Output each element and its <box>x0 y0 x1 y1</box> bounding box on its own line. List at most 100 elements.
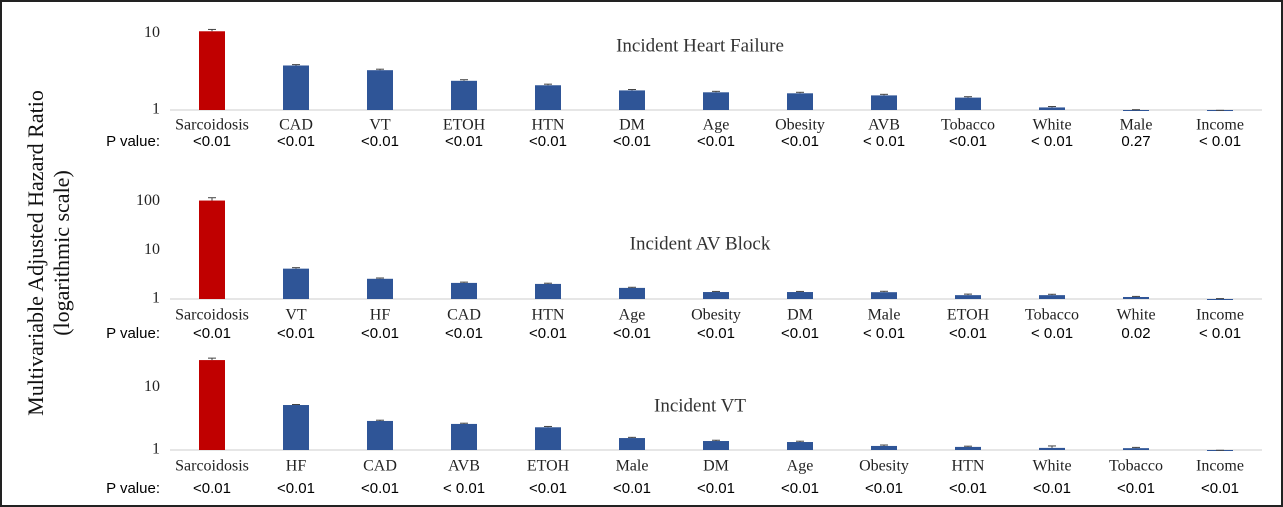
p-value: 0.02 <box>1121 325 1150 342</box>
p-value: <0.01 <box>1201 480 1239 497</box>
p-value-label: P value: <box>106 325 160 342</box>
p-value: <0.01 <box>445 325 483 342</box>
p-value: < 0.01 <box>1031 133 1073 150</box>
y-tick-label: 10 <box>144 378 160 395</box>
bar <box>1039 107 1065 110</box>
p-value: < 0.01 <box>443 480 485 497</box>
x-tick-label: DM <box>619 117 645 134</box>
p-value: <0.01 <box>949 133 987 150</box>
x-tick-label: AVB <box>448 458 480 475</box>
x-tick-label: HTN <box>532 307 565 324</box>
y-tick-label: 10 <box>144 241 160 258</box>
p-value: <0.01 <box>613 325 651 342</box>
bar <box>367 278 393 299</box>
x-tick-label: Income <box>1196 458 1244 475</box>
p-value: <0.01 <box>613 133 651 150</box>
bar <box>367 420 393 450</box>
x-tick-label: Age <box>787 458 814 475</box>
p-value: < 0.01 <box>1199 325 1241 342</box>
x-tick-label: VT <box>369 117 391 134</box>
x-tick-label: Sarcoidosis <box>175 307 249 324</box>
p-value: <0.01 <box>193 133 231 150</box>
p-value: <0.01 <box>697 325 735 342</box>
bar <box>703 92 729 110</box>
p-value: 0.27 <box>1121 133 1150 150</box>
bar <box>451 282 477 299</box>
chart-title: Incident Heart Failure <box>616 35 784 56</box>
p-value: <0.01 <box>949 480 987 497</box>
bar <box>955 295 981 299</box>
x-tick-label: CAD <box>363 458 397 475</box>
bar <box>535 427 561 450</box>
chart-title: Incident VT <box>654 395 746 416</box>
p-value: <0.01 <box>529 480 567 497</box>
p-value: < 0.01 <box>863 325 905 342</box>
x-tick-label: Age <box>619 307 646 324</box>
y-tick-label: 1 <box>152 290 160 307</box>
bar <box>451 423 477 450</box>
bar <box>703 441 729 450</box>
p-value: < 0.01 <box>1031 325 1073 342</box>
p-value: <0.01 <box>277 480 315 497</box>
bar <box>1123 448 1149 450</box>
p-value: <0.01 <box>865 480 903 497</box>
y-tick-label: 1 <box>152 441 160 458</box>
p-value: <0.01 <box>529 325 567 342</box>
bar <box>199 360 225 450</box>
chart-title: Incident AV Block <box>630 233 771 254</box>
bar <box>1123 110 1149 111</box>
bar <box>703 292 729 299</box>
p-value: <0.01 <box>361 325 399 342</box>
bar <box>535 85 561 110</box>
y-label-group: Multivariable Adjusted Hazard Ratio (log… <box>23 90 74 416</box>
p-value: < 0.01 <box>1199 133 1241 150</box>
x-tick-label: VT <box>285 307 307 324</box>
x-tick-label: White <box>1116 307 1155 324</box>
x-tick-label: Obesity <box>859 458 909 475</box>
x-tick-label: Obesity <box>691 307 741 324</box>
p-value: <0.01 <box>949 325 987 342</box>
x-tick-label: AVB <box>868 117 900 134</box>
x-tick-label: ETOH <box>443 117 486 134</box>
x-tick-label: CAD <box>447 307 481 324</box>
x-tick-label: Income <box>1196 307 1244 324</box>
p-value: <0.01 <box>361 480 399 497</box>
x-tick-label: HTN <box>952 458 985 475</box>
y-axis-label: (logarithmic scale) <box>49 170 74 336</box>
p-value: <0.01 <box>361 133 399 150</box>
bar <box>787 292 813 299</box>
y-tick-label: 100 <box>136 192 160 209</box>
x-tick-label: HF <box>286 458 307 475</box>
x-tick-label: DM <box>703 458 729 475</box>
bar <box>619 90 645 110</box>
bar <box>619 438 645 450</box>
p-value: <0.01 <box>1117 480 1155 497</box>
x-tick-label: DM <box>787 307 813 324</box>
x-tick-label: Male <box>868 307 901 324</box>
x-tick-label: Tobacco <box>1025 307 1079 324</box>
x-tick-label: CAD <box>279 117 313 134</box>
p-value: <0.01 <box>193 325 231 342</box>
p-value: <0.01 <box>781 325 819 342</box>
bar <box>871 292 897 299</box>
y-axis-label: Multivariable Adjusted Hazard Ratio <box>23 90 48 416</box>
p-value: <0.01 <box>697 133 735 150</box>
x-tick-label: HTN <box>532 117 565 134</box>
x-tick-label: Tobacco <box>1109 458 1163 475</box>
bar <box>871 95 897 110</box>
x-tick-label: Sarcoidosis <box>175 117 249 134</box>
bar <box>619 287 645 299</box>
bar <box>1207 299 1233 300</box>
p-value: <0.01 <box>781 133 819 150</box>
x-tick-label: Male <box>1120 117 1153 134</box>
p-value: <0.01 <box>613 480 651 497</box>
y-tick-label: 10 <box>144 24 160 41</box>
x-tick-label: Male <box>616 458 649 475</box>
bar <box>367 70 393 110</box>
x-tick-label: Obesity <box>775 117 825 134</box>
x-tick-label: Age <box>703 117 730 134</box>
p-value: <0.01 <box>1033 480 1071 497</box>
bar <box>955 446 981 450</box>
x-tick-label: ETOH <box>947 307 990 324</box>
